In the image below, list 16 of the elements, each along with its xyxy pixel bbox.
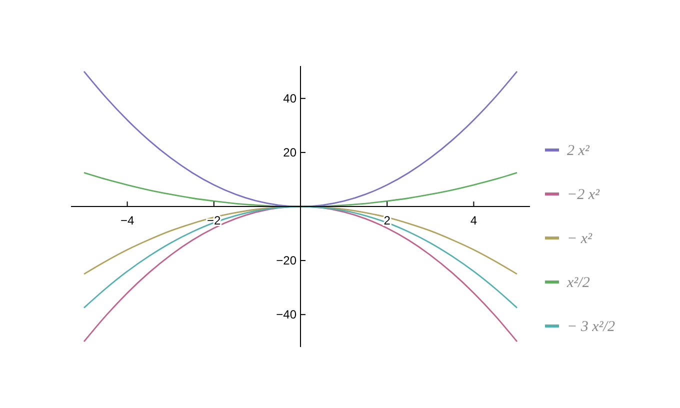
line-series [83,70,518,208]
line-series [83,206,518,275]
legend-label: −2 x² [567,187,600,203]
legend-label: 2 x² [567,143,590,159]
line-series [83,172,518,208]
line-series [83,206,518,342]
y-tick-label: −20 [276,254,297,268]
y-tick-label: 40 [283,91,297,106]
legend-label: − x² [567,231,593,247]
x-tick-label: 4 [470,214,478,228]
line-series [83,206,518,309]
legend-label: − 3 x²/2 [567,319,616,335]
legend-label: x²/2 [566,275,590,291]
y-tick-label: 20 [283,145,297,160]
y-tick-label: −40 [276,308,297,322]
x-tick-label: −4 [120,214,134,228]
